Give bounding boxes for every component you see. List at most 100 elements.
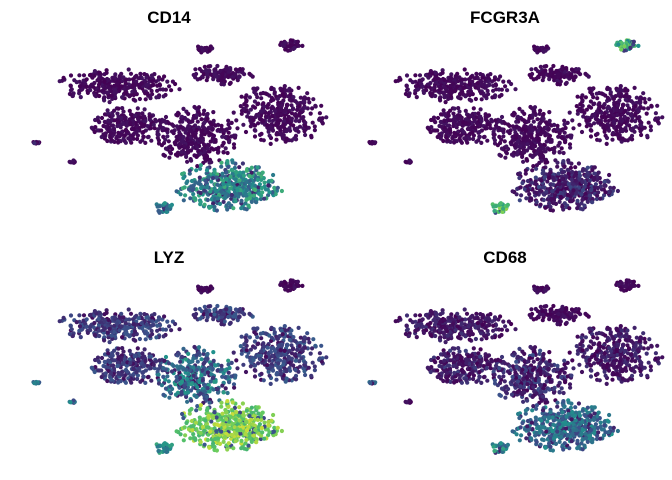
cell-point <box>280 42 285 47</box>
cell-point <box>637 99 642 104</box>
cell-point <box>125 369 130 374</box>
cell-point <box>456 106 461 111</box>
cell-point <box>607 172 612 178</box>
cell-point <box>286 284 291 289</box>
cell-point <box>169 88 174 93</box>
cell-point <box>538 132 543 137</box>
cell-point <box>169 328 174 333</box>
cell-point <box>567 142 573 147</box>
cell-point <box>461 129 466 134</box>
cell-point <box>428 80 433 86</box>
cell-point <box>68 313 74 318</box>
cell-point <box>116 380 121 385</box>
cell-point <box>209 132 214 137</box>
cell-point <box>599 91 604 96</box>
cell-point <box>109 377 114 382</box>
cell-point <box>112 94 118 99</box>
cell-point <box>463 94 468 99</box>
cell-point <box>155 88 160 93</box>
cell-point <box>467 126 472 132</box>
cell-point <box>115 321 120 326</box>
cell-point <box>211 135 216 140</box>
cell-point <box>215 182 220 187</box>
cell-point <box>643 100 648 105</box>
cell-point <box>184 127 189 132</box>
cell-point <box>259 109 264 114</box>
cell-point <box>263 354 268 359</box>
cell-point <box>202 304 207 309</box>
cell-point <box>622 114 627 119</box>
cell-point <box>420 84 425 89</box>
cell-point <box>281 119 287 124</box>
cell-point <box>185 159 190 164</box>
cell-point <box>189 178 195 184</box>
cell-point <box>212 312 217 317</box>
cell-point <box>441 90 446 95</box>
cell-point <box>514 124 519 129</box>
cell-point <box>141 374 146 379</box>
cell-point <box>243 369 249 375</box>
cell-point <box>555 189 560 194</box>
cell-point <box>566 169 571 174</box>
cell-point <box>106 351 111 356</box>
cell-point <box>585 199 590 204</box>
cell-point <box>603 118 608 123</box>
cell-point <box>207 288 212 293</box>
cell-point <box>544 189 549 194</box>
cell-point <box>551 196 557 201</box>
cell-point <box>235 126 240 131</box>
cell-point <box>260 170 265 175</box>
cell-point <box>57 319 62 324</box>
cell-point <box>78 324 83 329</box>
cell-point <box>191 72 196 78</box>
cell-point <box>580 188 586 193</box>
scatter-points-lyz <box>31 278 329 455</box>
cell-point <box>186 351 191 356</box>
cell-point <box>221 150 226 155</box>
cell-point <box>527 133 532 138</box>
cell-point <box>127 348 132 353</box>
cell-point <box>122 117 127 122</box>
cell-point <box>297 353 302 358</box>
cell-point <box>193 307 198 312</box>
cell-point <box>517 198 522 203</box>
cell-point <box>143 358 148 364</box>
cell-point <box>451 81 456 86</box>
cell-point <box>477 129 482 135</box>
cell-point <box>256 101 261 106</box>
cell-point <box>189 119 194 124</box>
cell-point <box>143 337 148 342</box>
cell-point <box>580 108 585 113</box>
cell-point <box>95 368 100 373</box>
cell-point <box>639 123 644 128</box>
cell-point <box>313 343 318 348</box>
cell-point <box>275 336 280 341</box>
cell-point <box>417 73 423 78</box>
cell-point <box>189 142 194 147</box>
cell-point <box>551 128 556 133</box>
cell-point <box>604 141 609 146</box>
cell-point <box>226 74 231 80</box>
cell-point <box>279 103 284 108</box>
cell-point <box>125 129 130 134</box>
cell-point <box>448 75 453 80</box>
cell-point <box>487 122 492 127</box>
cell-point <box>296 85 301 90</box>
cell-point <box>213 139 218 144</box>
cell-point <box>632 85 637 90</box>
cell-point <box>564 174 569 179</box>
cell-point <box>148 366 153 371</box>
cell-point <box>202 202 207 207</box>
cell-point <box>529 67 534 72</box>
cell-point <box>204 154 210 159</box>
cell-point <box>660 115 665 120</box>
cell-point <box>182 384 187 389</box>
cell-point <box>135 376 140 382</box>
cell-point <box>74 80 79 85</box>
cell-point <box>227 380 232 385</box>
cell-point <box>117 328 122 333</box>
cell-point <box>136 76 141 81</box>
cell-point <box>293 118 298 123</box>
cell-point <box>221 390 226 395</box>
cell-point <box>205 386 210 391</box>
